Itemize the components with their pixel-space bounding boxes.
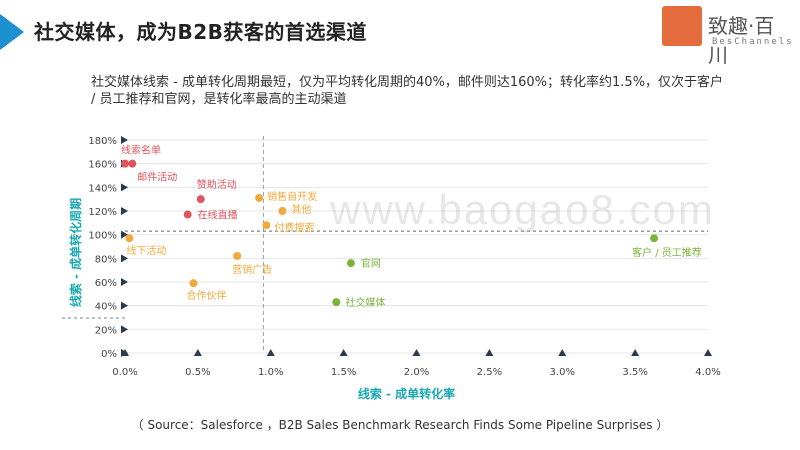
x-tick-label: 0.0% <box>112 367 137 378</box>
x-tick-label: 1.0% <box>258 367 283 378</box>
data-point-label: 营销广告 <box>232 263 272 276</box>
x-tick-marker <box>121 349 129 356</box>
y-tick-marker <box>121 136 128 144</box>
y-tick-marker <box>121 254 128 263</box>
slide-title: 社交媒体，成为B2B获客的首选渠道 <box>34 20 367 44</box>
data-point-label: 在线直播 <box>198 209 238 222</box>
data-point <box>262 221 271 230</box>
data-point <box>346 259 355 268</box>
y-tick-label: 180% <box>88 136 117 147</box>
data-point-label: 其他 <box>291 203 311 216</box>
x-tick-marker <box>631 349 640 356</box>
scatter-chart: 0% 20% 40% 60% 80% 100% 120% 140% 160% 180% 0.0% 0.… <box>62 136 721 401</box>
data-point-label: 官网 <box>361 257 381 270</box>
x-tick-marker <box>704 349 712 356</box>
x-tick-marker <box>339 349 348 356</box>
y-tick-marker <box>121 207 128 215</box>
data-point-label: 线下活动 <box>126 244 166 257</box>
x-tick-label: 4.0% <box>695 367 720 378</box>
y-tick-label: 120% <box>88 207 117 218</box>
x-tick-label: 2.0% <box>404 367 429 378</box>
data-point <box>189 279 198 288</box>
data-point-label: 社交媒体 <box>345 296 385 309</box>
y-tick-marker <box>121 325 128 334</box>
title-accent-arrow <box>0 14 24 50</box>
data-point-label: 客户 / 员工推荐 <box>632 246 702 259</box>
x-axis-title: 线索 - 成单转化率 <box>358 386 455 401</box>
x-tick-label: 3.5% <box>622 367 647 378</box>
logo-sub-text: BesChannels <box>712 37 794 47</box>
data-point <box>255 193 264 202</box>
data-point <box>125 234 134 243</box>
y-tick-label: 0% <box>101 349 117 360</box>
x-tick-marker <box>412 349 421 356</box>
y-tick-label: 100% <box>88 231 117 242</box>
data-point-label: 邮件活动 <box>137 171 177 184</box>
data-point <box>332 298 341 307</box>
data-point <box>121 159 129 168</box>
data-point-label: 赞助活动 <box>197 178 237 191</box>
data-point <box>650 234 659 243</box>
data-point <box>128 159 137 168</box>
y-tick-label: 160% <box>88 160 117 171</box>
data-point <box>278 207 287 215</box>
watermark: www.baogao8.com <box>330 186 715 233</box>
source-note: （ Source：Salesforce ，B2B Sales Benchmark… <box>131 418 669 432</box>
brand-logo: 致趣·百川 BesChannels <box>662 6 794 67</box>
y-tick-label: 20% <box>95 325 117 336</box>
data-point <box>183 210 192 219</box>
y-tick-marker <box>121 278 128 286</box>
x-tick-marker <box>485 349 494 356</box>
y-tick-label: 140% <box>88 183 117 194</box>
x-tick-marker <box>558 349 567 356</box>
data-point-label: 线索名单 <box>121 144 161 157</box>
y-tick-marker <box>121 301 128 310</box>
logo-brand-text: 致趣·百川 <box>708 14 775 67</box>
x-tick-label: 3.0% <box>550 367 575 378</box>
y-axis-title: 线索 - 成单转化周期 <box>68 198 83 307</box>
slide-subtitle: 社交媒体线索 - 成单转化周期最短，仅为平均转化周期的40%，邮件则达160%；… <box>91 75 724 107</box>
y-tick-label: 80% <box>95 254 117 265</box>
logo-mark-icon <box>662 6 702 46</box>
data-point <box>196 195 205 204</box>
y-tick-marker <box>121 183 128 192</box>
x-tick-label: 1.5% <box>331 367 356 378</box>
y-tick-marker <box>121 230 128 239</box>
x-tick-marker <box>266 349 275 356</box>
data-point-label: 付费搜索 <box>274 221 314 234</box>
y-tick-label: 40% <box>95 302 117 313</box>
data-point-label: 合作伙伴 <box>187 289 227 302</box>
y-tick-label: 60% <box>95 278 117 289</box>
data-point-label: 销售自开发 <box>267 190 317 203</box>
x-tick-label: 2.5% <box>477 367 502 378</box>
x-tick-marker <box>193 349 202 356</box>
x-tick-label: 0.5% <box>185 367 210 378</box>
data-point <box>233 251 242 260</box>
